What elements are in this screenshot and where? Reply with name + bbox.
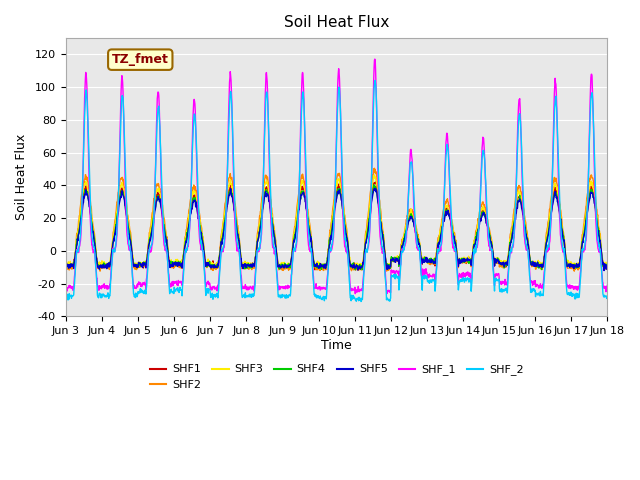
X-axis label: Time: Time [321, 339, 352, 352]
SHF_1 [604, 282, 611, 288]
SHF_2 [371, 78, 379, 84]
SHF2 [62, 265, 70, 271]
SHF5 [243, 262, 251, 267]
SHF3 [370, 172, 378, 178]
SHF3 [243, 263, 251, 269]
SHF3 [540, 259, 548, 265]
SHF3 [248, 265, 255, 271]
SHF_2 [169, 290, 177, 296]
SHF1 [383, 268, 390, 274]
SHF4 [62, 262, 70, 267]
SHF1 [540, 257, 548, 263]
Title: Soil Heat Flux: Soil Heat Flux [284, 15, 389, 30]
SHF5 [62, 261, 70, 266]
Line: SHF_2: SHF_2 [66, 81, 607, 301]
Legend: SHF1, SHF2, SHF3, SHF4, SHF5, SHF_1, SHF_2: SHF1, SHF2, SHF3, SHF4, SHF5, SHF_1, SHF… [145, 360, 528, 395]
SHF2 [604, 265, 611, 271]
SHF4 [243, 263, 251, 269]
SHF2 [371, 166, 378, 171]
SHF2 [570, 268, 578, 274]
Line: SHF5: SHF5 [66, 188, 607, 271]
SHF_2 [604, 293, 611, 299]
SHF3 [182, 235, 190, 240]
SHF4 [370, 182, 378, 188]
SHF2 [421, 255, 429, 261]
SHF_1 [421, 266, 429, 272]
SHF2 [492, 260, 499, 265]
SHF3 [421, 254, 429, 260]
SHF_1 [371, 56, 379, 62]
SHF4 [421, 257, 429, 263]
SHF2 [182, 227, 190, 233]
SHF4 [492, 260, 500, 265]
SHF_1 [62, 285, 70, 290]
Line: SHF3: SHF3 [66, 175, 607, 268]
SHF_1 [182, 245, 190, 251]
SHF1 [182, 235, 190, 241]
SHF_2 [421, 275, 429, 281]
SHF1 [169, 263, 177, 269]
SHF_2 [182, 249, 190, 255]
SHF5 [169, 264, 177, 269]
SHF3 [604, 259, 611, 264]
SHF_2 [243, 293, 251, 299]
SHF5 [371, 185, 379, 191]
SHF1 [492, 258, 500, 264]
SHF_1 [351, 291, 359, 297]
SHF_1 [492, 271, 500, 276]
SHF5 [600, 268, 608, 274]
SHF5 [492, 259, 499, 264]
Line: SHF_1: SHF_1 [66, 59, 607, 294]
SHF_2 [357, 299, 365, 304]
SHF_1 [169, 283, 177, 288]
SHF_1 [540, 275, 548, 281]
SHF4 [351, 267, 359, 273]
SHF4 [182, 235, 190, 241]
SHF1 [421, 256, 429, 262]
SHF1 [604, 262, 611, 267]
SHF2 [540, 261, 547, 267]
SHF_2 [540, 281, 548, 287]
SHF3 [62, 264, 70, 269]
SHF5 [604, 264, 611, 269]
SHF5 [540, 260, 547, 266]
Text: TZ_fmet: TZ_fmet [112, 53, 169, 66]
SHF1 [62, 264, 70, 269]
SHF5 [421, 257, 429, 263]
Line: SHF2: SHF2 [66, 168, 607, 271]
SHF4 [169, 261, 177, 267]
SHF4 [540, 259, 548, 264]
SHF3 [492, 258, 500, 264]
SHF_2 [492, 275, 500, 281]
SHF4 [604, 263, 611, 268]
SHF3 [169, 260, 177, 266]
SHF2 [169, 264, 177, 270]
SHF_2 [62, 293, 70, 299]
Line: SHF4: SHF4 [66, 185, 607, 270]
Y-axis label: Soil Heat Flux: Soil Heat Flux [15, 134, 28, 220]
SHF5 [182, 240, 190, 245]
SHF1 [372, 179, 380, 185]
SHF2 [243, 265, 251, 271]
Line: SHF1: SHF1 [66, 182, 607, 271]
SHF1 [243, 263, 251, 268]
SHF_1 [243, 284, 251, 290]
